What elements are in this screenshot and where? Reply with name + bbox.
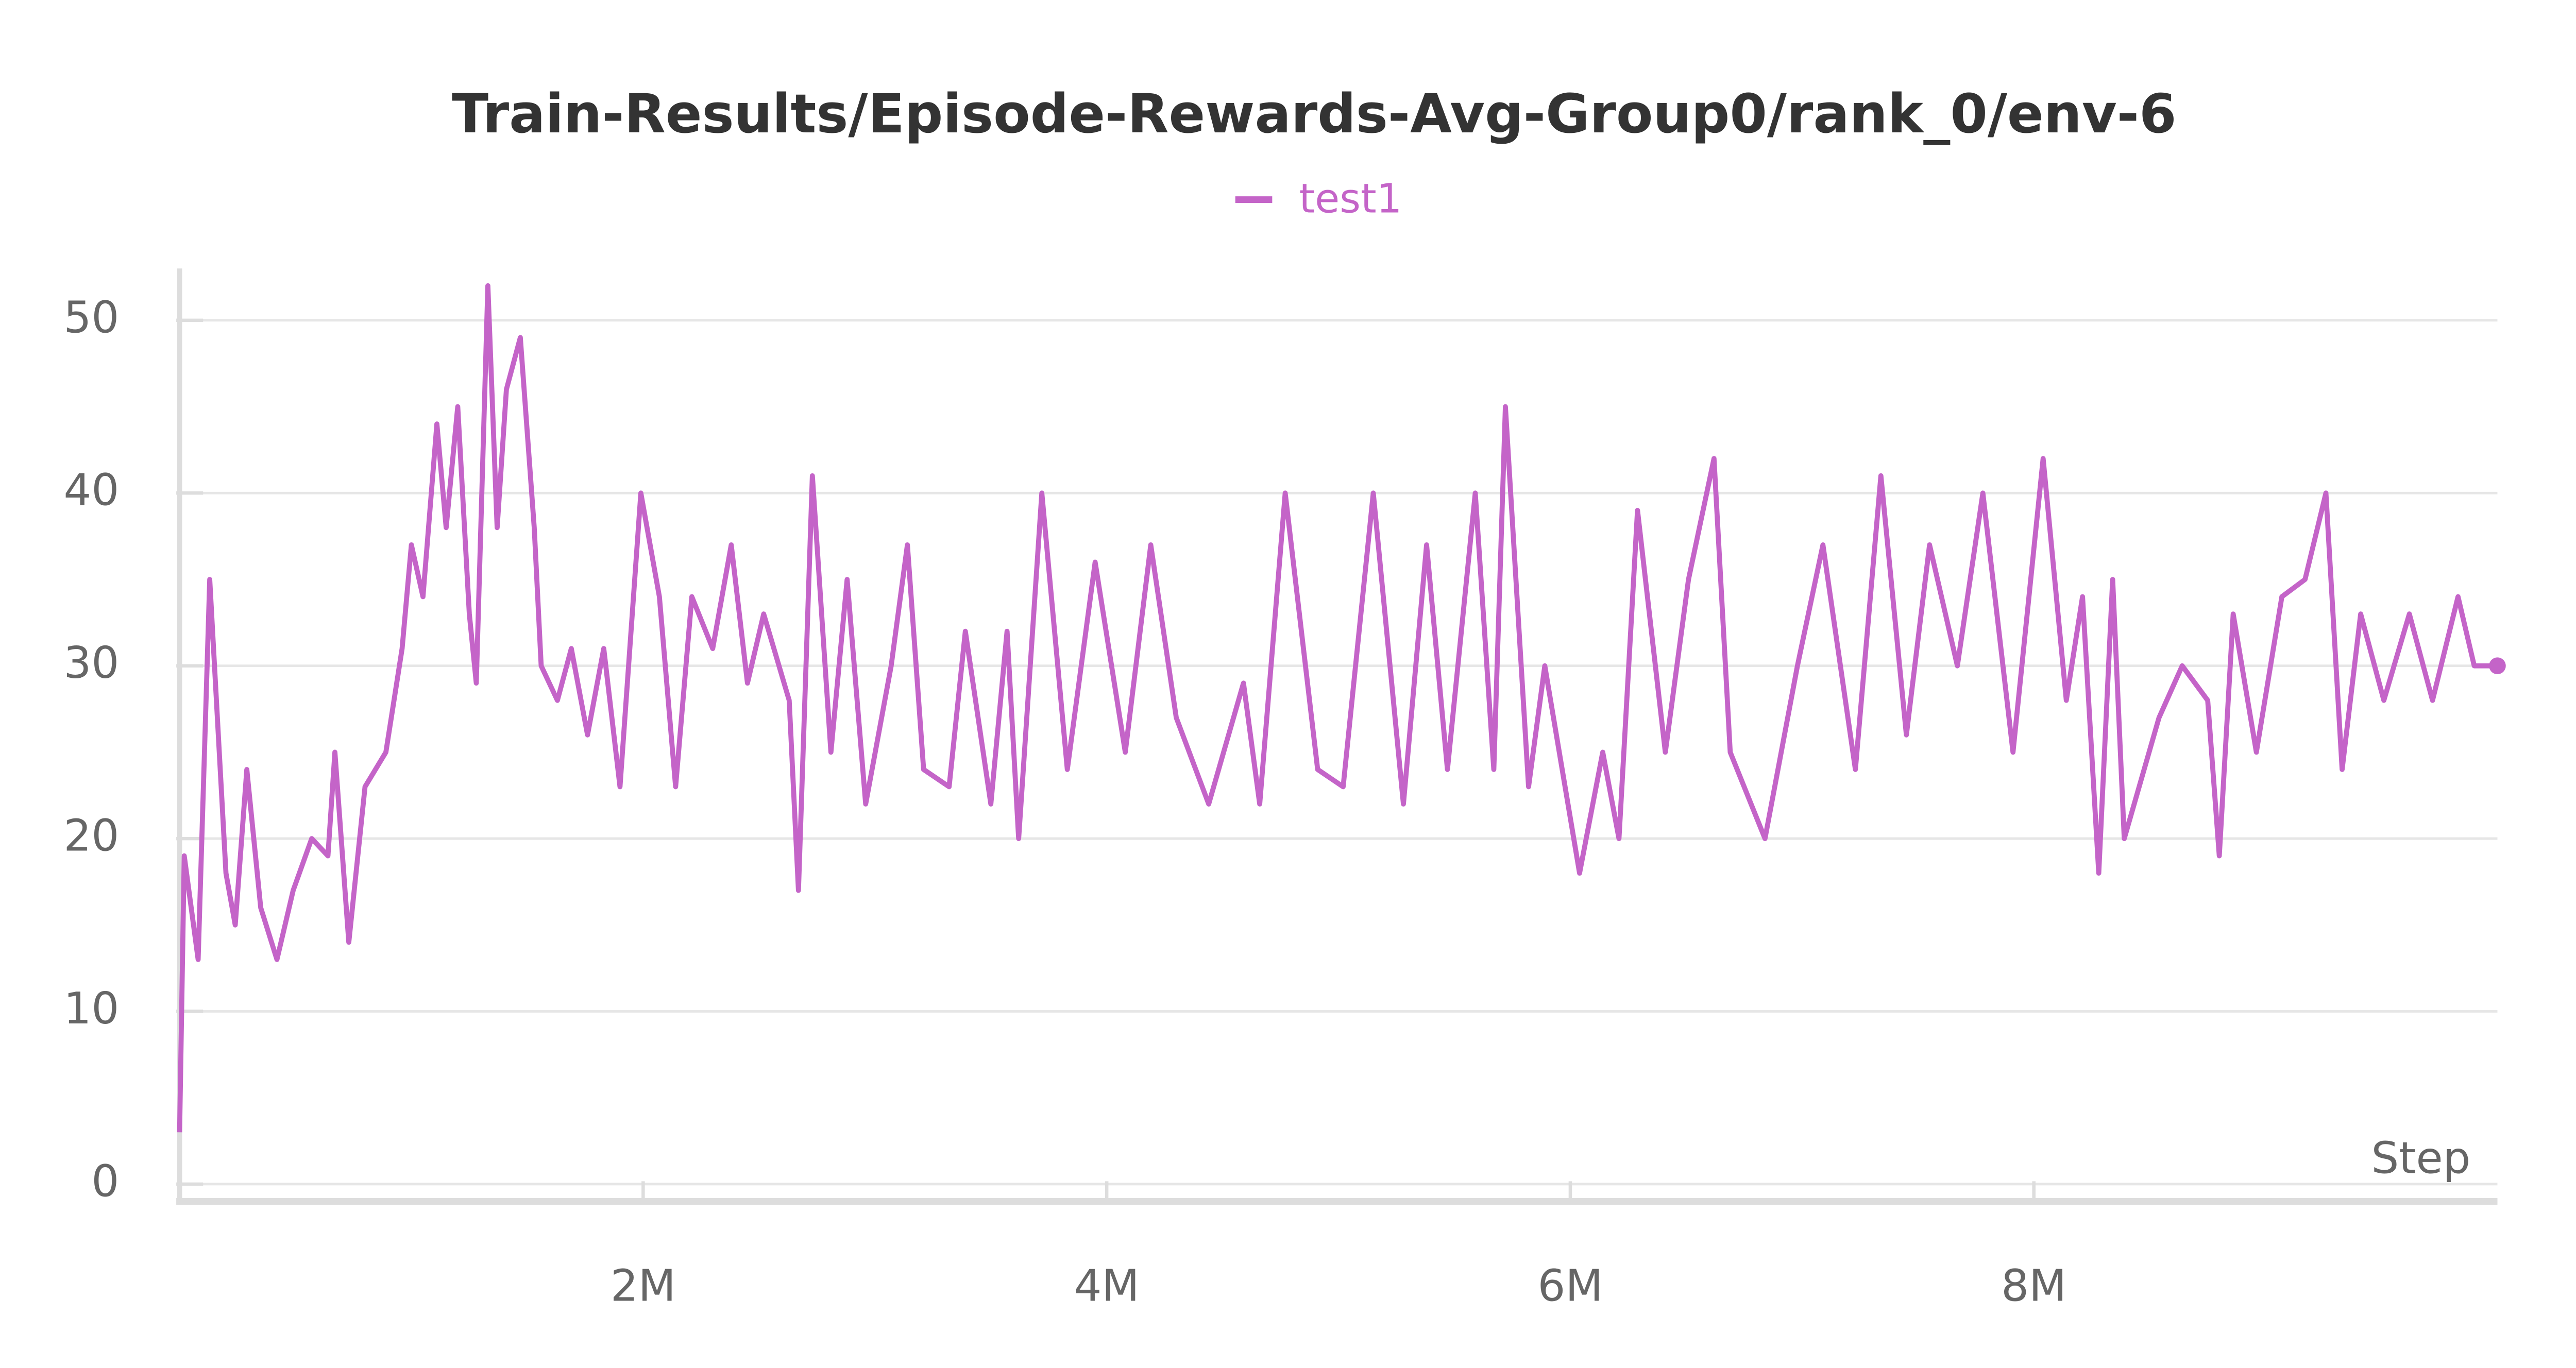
legend-label: test1 <box>1299 175 1402 222</box>
end-point <box>2489 657 2506 674</box>
y-tick-label: 0 <box>91 1155 119 1206</box>
x-tick-label: 2M <box>611 1260 676 1311</box>
x-axis-label: Step <box>2371 1133 2471 1184</box>
line <box>177 283 2498 1133</box>
x-tick-label: 6M <box>1537 1260 1603 1311</box>
y-tick-label: 50 <box>64 292 120 343</box>
y-tick-label: 30 <box>64 637 120 688</box>
y-tick-label: 20 <box>64 810 120 861</box>
y-tick-label: 10 <box>64 983 120 1034</box>
chart-title: Train-Results/Episode-Rewards-Avg-Group0… <box>452 82 2177 145</box>
x-tick-label: 8M <box>2001 1260 2066 1311</box>
x-tick-label: 4M <box>1074 1260 1140 1311</box>
y-tick-label: 40 <box>64 465 120 516</box>
